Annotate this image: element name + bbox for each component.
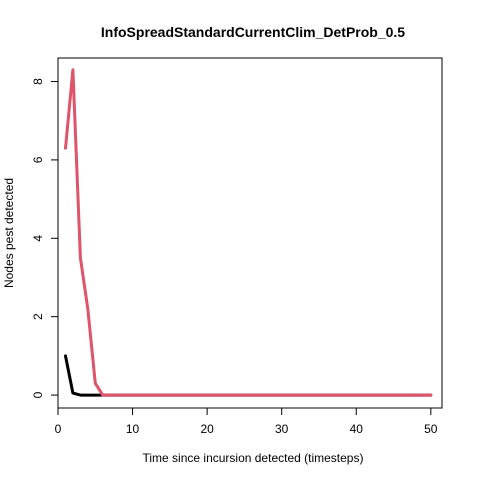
series-line-2 bbox=[64, 68, 433, 397]
y-tick-label-1: 2 bbox=[31, 313, 45, 320]
x-axis: 0 10 20 30 40 50 bbox=[55, 407, 438, 436]
x-tick-label-3: 30 bbox=[275, 422, 289, 436]
x-tick-label-4: 40 bbox=[350, 422, 364, 436]
y-axis-label: Nodes pest detected bbox=[2, 178, 16, 288]
plot-frame bbox=[57, 57, 443, 409]
chart-title: InfoSpreadStandardCurrentClim_DetProb_0.… bbox=[101, 24, 405, 40]
x-tick-label-1: 10 bbox=[126, 422, 140, 436]
y-tick-label-3: 6 bbox=[31, 156, 45, 163]
series-layer bbox=[64, 68, 433, 397]
x-tick-label-0: 0 bbox=[55, 422, 62, 436]
x-tick-label-2: 20 bbox=[200, 422, 214, 436]
series-line-1 bbox=[64, 354, 433, 397]
y-tick-label-0: 0 bbox=[31, 391, 45, 398]
y-tick-label-4: 8 bbox=[31, 78, 45, 85]
x-tick-label-5: 50 bbox=[424, 422, 438, 436]
y-axis: 0 2 4 6 8 bbox=[31, 78, 59, 398]
y-tick-label-2: 4 bbox=[31, 235, 45, 242]
x-axis-label: Time since incursion detected (timesteps… bbox=[143, 451, 364, 465]
